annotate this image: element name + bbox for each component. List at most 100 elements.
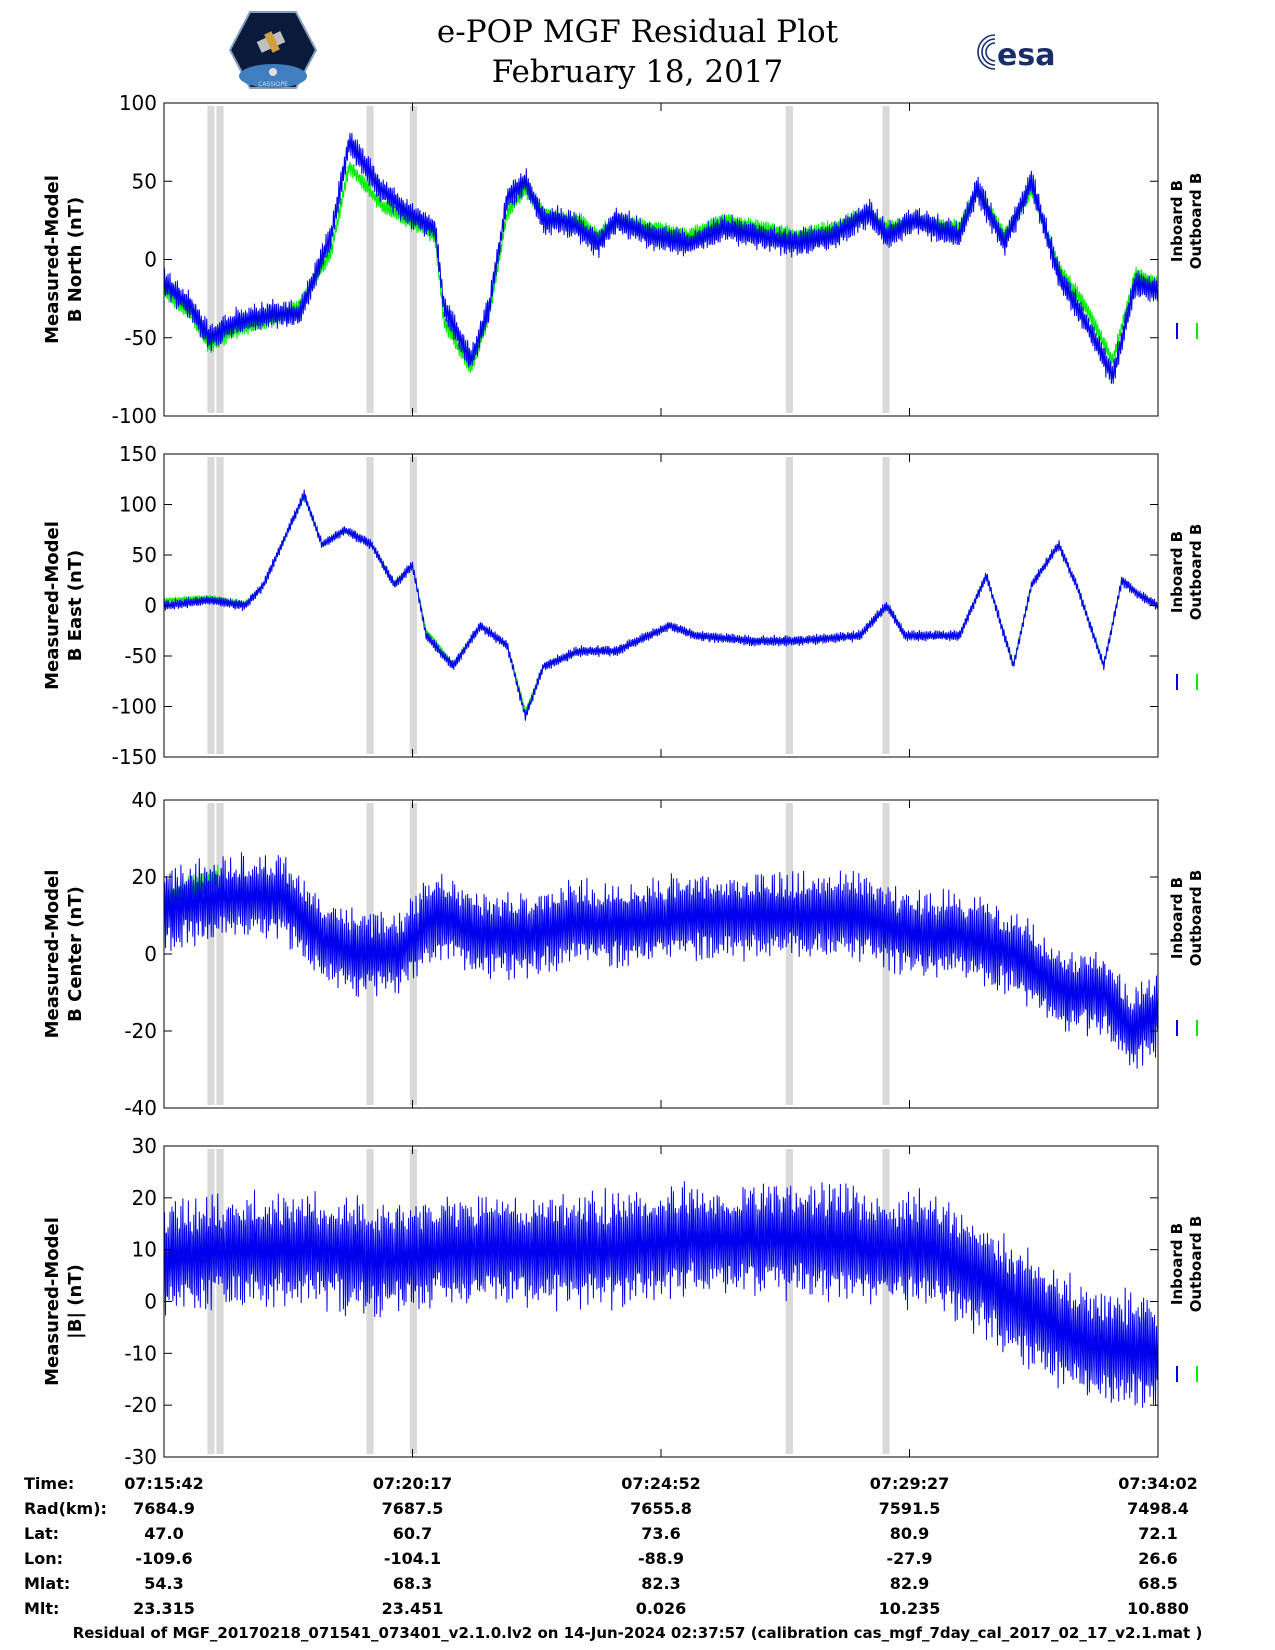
orbit-cell: 07:24:52	[621, 1474, 701, 1493]
y-tick-label: 0	[144, 594, 157, 618]
plot-frame	[163, 102, 1159, 417]
orbit-row-label: Mlat:	[24, 1574, 71, 1593]
legend-outboard-label: Outboard B	[1187, 870, 1205, 967]
cassiope-logo: CASSIOPE	[228, 11, 318, 89]
y-tick-label: 150	[119, 442, 157, 466]
series-outboard-line	[163, 161, 1159, 373]
y-tick-label: 0	[144, 942, 157, 966]
y-axis-label: B North (nT)	[65, 197, 86, 323]
y-tick-label: -40	[124, 1096, 157, 1120]
orbit-row-label: Lat:	[24, 1524, 60, 1543]
y-tick-label: -50	[124, 326, 157, 350]
data-gap-3	[366, 106, 374, 413]
data-gap-2	[216, 457, 224, 754]
orbit-cell: 07:15:42	[124, 1474, 204, 1493]
data-gap-6	[882, 1149, 890, 1454]
orbit-cell: 07:34:02	[1118, 1474, 1198, 1493]
series-inboard-line	[163, 852, 1159, 1069]
data-gap-6	[882, 106, 890, 413]
plot-date: February 18, 2017	[491, 54, 784, 90]
data-gap-2	[216, 106, 224, 413]
orbit-cell: -104.1	[383, 1549, 442, 1568]
y-tick-label: 20	[132, 865, 157, 889]
y-tick-label: 50	[132, 169, 157, 193]
orbit-row-label: Mlt:	[24, 1599, 60, 1618]
data-gap-2	[216, 803, 224, 1105]
legend-outboard-label: Outboard B	[1187, 1216, 1205, 1313]
legend-outboard-label: Outboard B	[1187, 524, 1205, 621]
data-gap-4	[409, 106, 418, 413]
legend-inboard-label: Inboard B	[1168, 180, 1186, 262]
orbit-cell: 0.026	[635, 1599, 687, 1618]
data-gap-5	[785, 803, 793, 1105]
y-tick-label: -50	[124, 644, 157, 668]
esa-logo: esa	[977, 33, 1055, 73]
orbit-cell: -109.6	[135, 1549, 193, 1568]
orbit-cell: 10.880	[1127, 1599, 1189, 1618]
orbit-cell: 07:20:17	[372, 1474, 453, 1493]
orbit-cell: 23.315	[133, 1599, 195, 1618]
series-outboard-line	[163, 493, 1159, 714]
y-tick-label: 10	[132, 1238, 157, 1262]
data-gap-4	[409, 457, 418, 754]
legend-inboard-label: Inboard B	[1168, 1223, 1186, 1305]
y-axis-label: Measured-Model	[42, 521, 63, 690]
data-gap-1	[207, 106, 215, 413]
orbit-row-label: Lon:	[24, 1549, 63, 1568]
y-tick-label: 20	[132, 1186, 157, 1210]
orbit-cell: 47.0	[144, 1524, 184, 1543]
y-tick-label: -20	[124, 1019, 157, 1043]
y-tick-label: -10	[124, 1341, 157, 1365]
y-tick-label: 100	[119, 493, 157, 517]
y-tick-label: -100	[112, 404, 157, 428]
orbit-cell: 7687.5	[381, 1499, 444, 1518]
panel-1: -100 -50 0 50 100 Measured-Model B North (nT) I…	[42, 91, 1205, 428]
orbit-cell: 73.6	[641, 1524, 681, 1543]
data-gap-5	[785, 106, 793, 413]
orbit-cell: 7655.8	[630, 1499, 692, 1518]
orbit-cell: -27.9	[886, 1549, 933, 1568]
orbit-row-label: Rad(km):	[24, 1499, 107, 1518]
orbit-cell: 07:29:27	[869, 1474, 950, 1493]
y-tick-label: -20	[124, 1393, 157, 1417]
esa-logo-text: esa	[997, 38, 1055, 73]
data-gap-3	[366, 457, 374, 754]
logo-left-text: CASSIOPE	[258, 81, 288, 88]
y-axis-label: B Center (nT)	[65, 886, 86, 1022]
y-axis-label: Measured-Model	[42, 175, 63, 344]
orbit-cell: 10.235	[878, 1599, 941, 1618]
plot-title: e-POP MGF Residual Plot	[436, 14, 839, 50]
orbit-cell: 68.5	[1138, 1574, 1178, 1593]
data-gap-6	[882, 803, 890, 1105]
data-gap-1	[207, 803, 215, 1105]
orbit-cell: 23.451	[381, 1599, 444, 1618]
orbit-row-label: Time:	[24, 1474, 75, 1493]
plot-frame	[163, 453, 1159, 758]
orbit-cell: 54.3	[144, 1574, 184, 1593]
series-inboard-line	[163, 1181, 1159, 1408]
legend-inboard-label: Inboard B	[1168, 531, 1186, 613]
y-tick-label: 100	[119, 91, 157, 115]
legend-outboard-label: Outboard B	[1187, 173, 1205, 270]
data-gap-3	[366, 1149, 374, 1454]
y-axis-label: |B| (nT)	[65, 1264, 86, 1339]
y-tick-label: -100	[112, 695, 157, 719]
data-gap-2	[216, 1149, 224, 1454]
orbit-cell: 7591.5	[878, 1499, 941, 1518]
y-axis-label: B East (nT)	[65, 550, 86, 662]
footer-caption: Residual of MGF_20170218_071541_073401_v…	[72, 1624, 1203, 1642]
y-tick-label: 30	[132, 1134, 157, 1158]
series-inboard-line	[163, 489, 1159, 721]
y-tick-label: 50	[132, 543, 157, 567]
y-axis-label: Measured-Model	[42, 1217, 63, 1386]
y-tick-label: 0	[144, 1290, 157, 1314]
y-axis-label: Measured-Model	[42, 870, 63, 1039]
orbit-cell: 26.6	[1138, 1549, 1178, 1568]
y-tick-label: -30	[124, 1445, 157, 1469]
y-tick-label: 0	[144, 248, 157, 272]
legend-inboard-label: Inboard B	[1168, 877, 1186, 959]
orbit-cell: 68.3	[392, 1574, 433, 1593]
orbit-cell: 7684.9	[133, 1499, 195, 1518]
orbit-cell: 82.3	[641, 1574, 681, 1593]
